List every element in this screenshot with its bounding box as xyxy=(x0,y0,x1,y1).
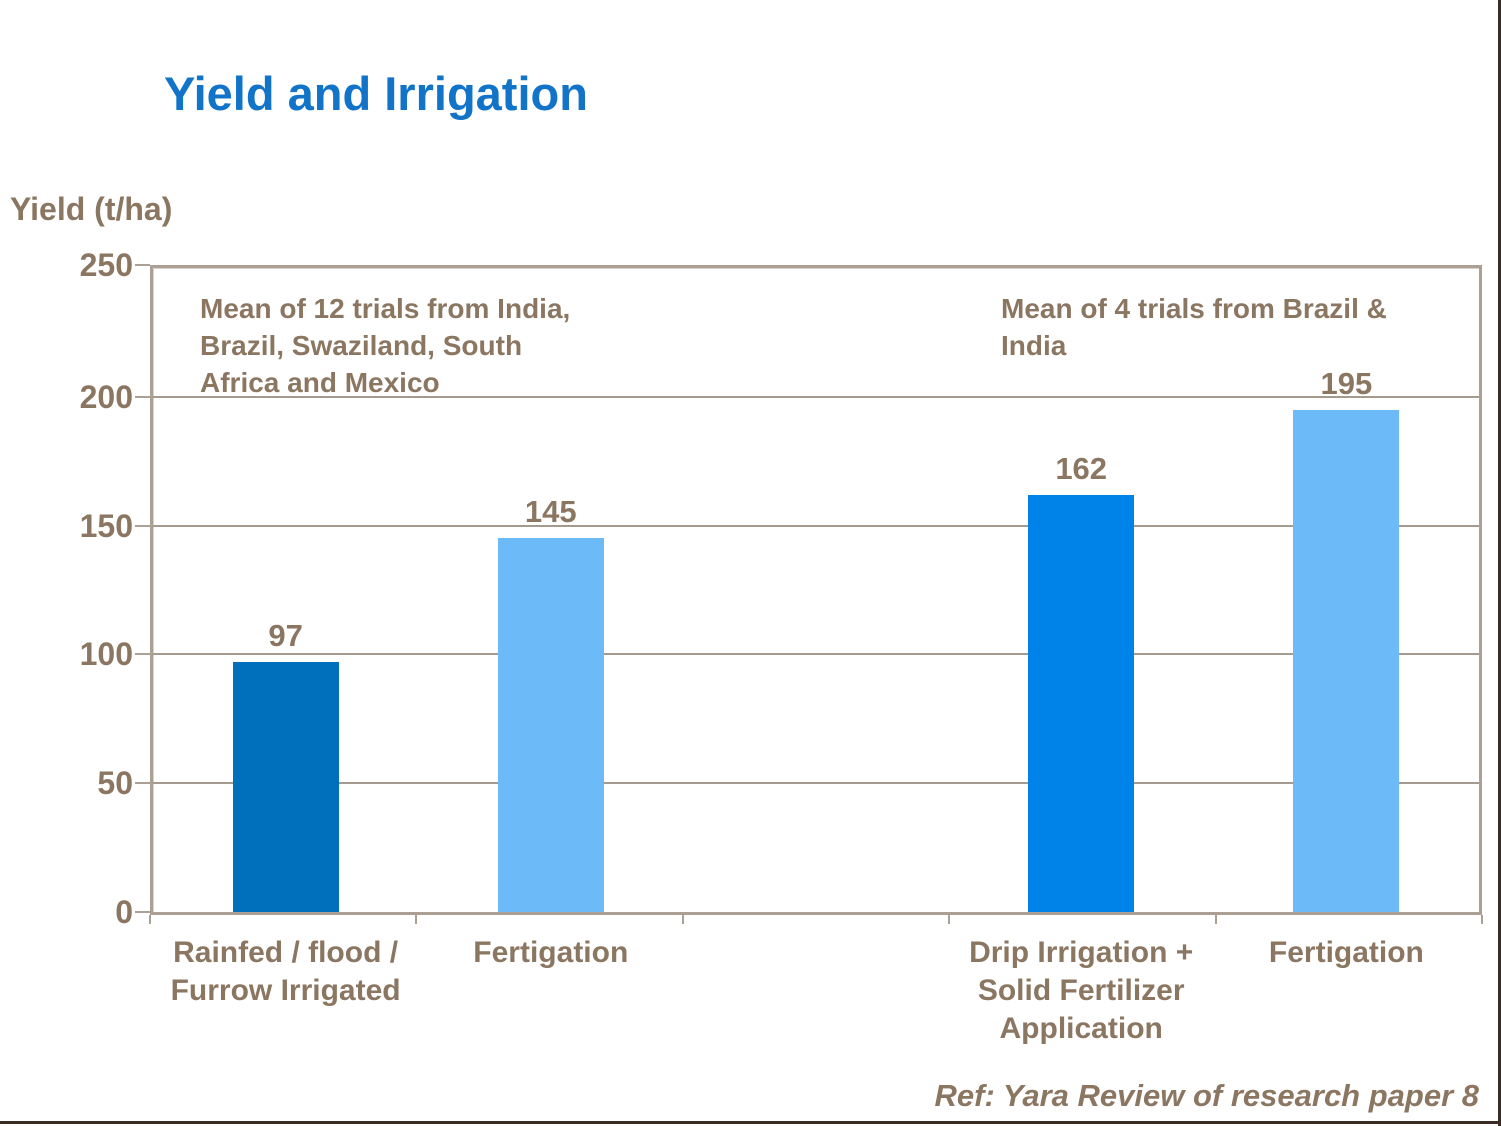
slide-bottom-border xyxy=(0,1121,1501,1124)
slide-right-border xyxy=(1498,0,1501,1126)
gridline xyxy=(153,524,1479,527)
y-axis-tick-mark xyxy=(135,264,150,266)
gridline xyxy=(153,653,1479,656)
x-axis-category-label: Fertigation xyxy=(473,936,629,969)
bar xyxy=(1293,409,1400,912)
y-axis-tick-mark xyxy=(135,653,150,656)
x-axis-tick-mark xyxy=(149,915,151,924)
y-axis-tick-label: 200 xyxy=(79,378,133,415)
y-axis-tick-mark xyxy=(135,395,150,398)
x-axis-tick-mark xyxy=(1214,915,1217,924)
y-axis-tick-mark xyxy=(135,524,150,527)
reference-text: Ref: Yara Review of research paper 8 xyxy=(934,1078,1479,1113)
bar-value-label: 162 xyxy=(1055,450,1108,486)
bar xyxy=(497,538,604,912)
bar-value-label: 195 xyxy=(1320,365,1373,401)
bar xyxy=(1028,494,1135,912)
y-axis-title: Yield (t/ha) xyxy=(10,191,173,227)
x-axis-category-label: Fertigation xyxy=(1268,936,1424,969)
bar xyxy=(232,662,339,912)
y-axis-tick-label: 100 xyxy=(79,636,133,673)
y-axis-tick-label: 50 xyxy=(97,765,133,802)
chart-annotation: Mean of 4 trials from Brazil & India xyxy=(1001,293,1387,361)
gridline xyxy=(153,395,1479,398)
x-axis-tick-mark xyxy=(948,915,951,924)
y-axis-tick-mark xyxy=(135,782,150,785)
y-axis-tick-mark xyxy=(135,911,150,913)
chart-annotation: Mean of 12 trials from India, Brazil, Sw… xyxy=(200,293,571,398)
x-axis-tick-mark xyxy=(681,915,684,924)
y-axis-tick-label: 150 xyxy=(79,507,133,544)
x-axis-category-label: Drip Irrigation + Solid Fertilizer Appli… xyxy=(969,936,1194,1045)
x-axis-tick-mark xyxy=(415,915,418,924)
y-axis-tick-label: 250 xyxy=(79,247,133,283)
x-axis-tick-mark xyxy=(1481,915,1483,924)
slide-title: Yield and Irrigation xyxy=(164,67,588,120)
gridline xyxy=(153,782,1479,785)
y-axis-tick-label: 0 xyxy=(115,894,133,930)
bar-value-label: 145 xyxy=(524,494,577,530)
x-axis-category-label: Rainfed / flood / Furrow Irrigated xyxy=(170,936,401,1007)
bar-value-label: 97 xyxy=(268,618,303,654)
plot-area: 97 145 162 195 Mean of 12 trials from India,… xyxy=(150,265,1482,915)
